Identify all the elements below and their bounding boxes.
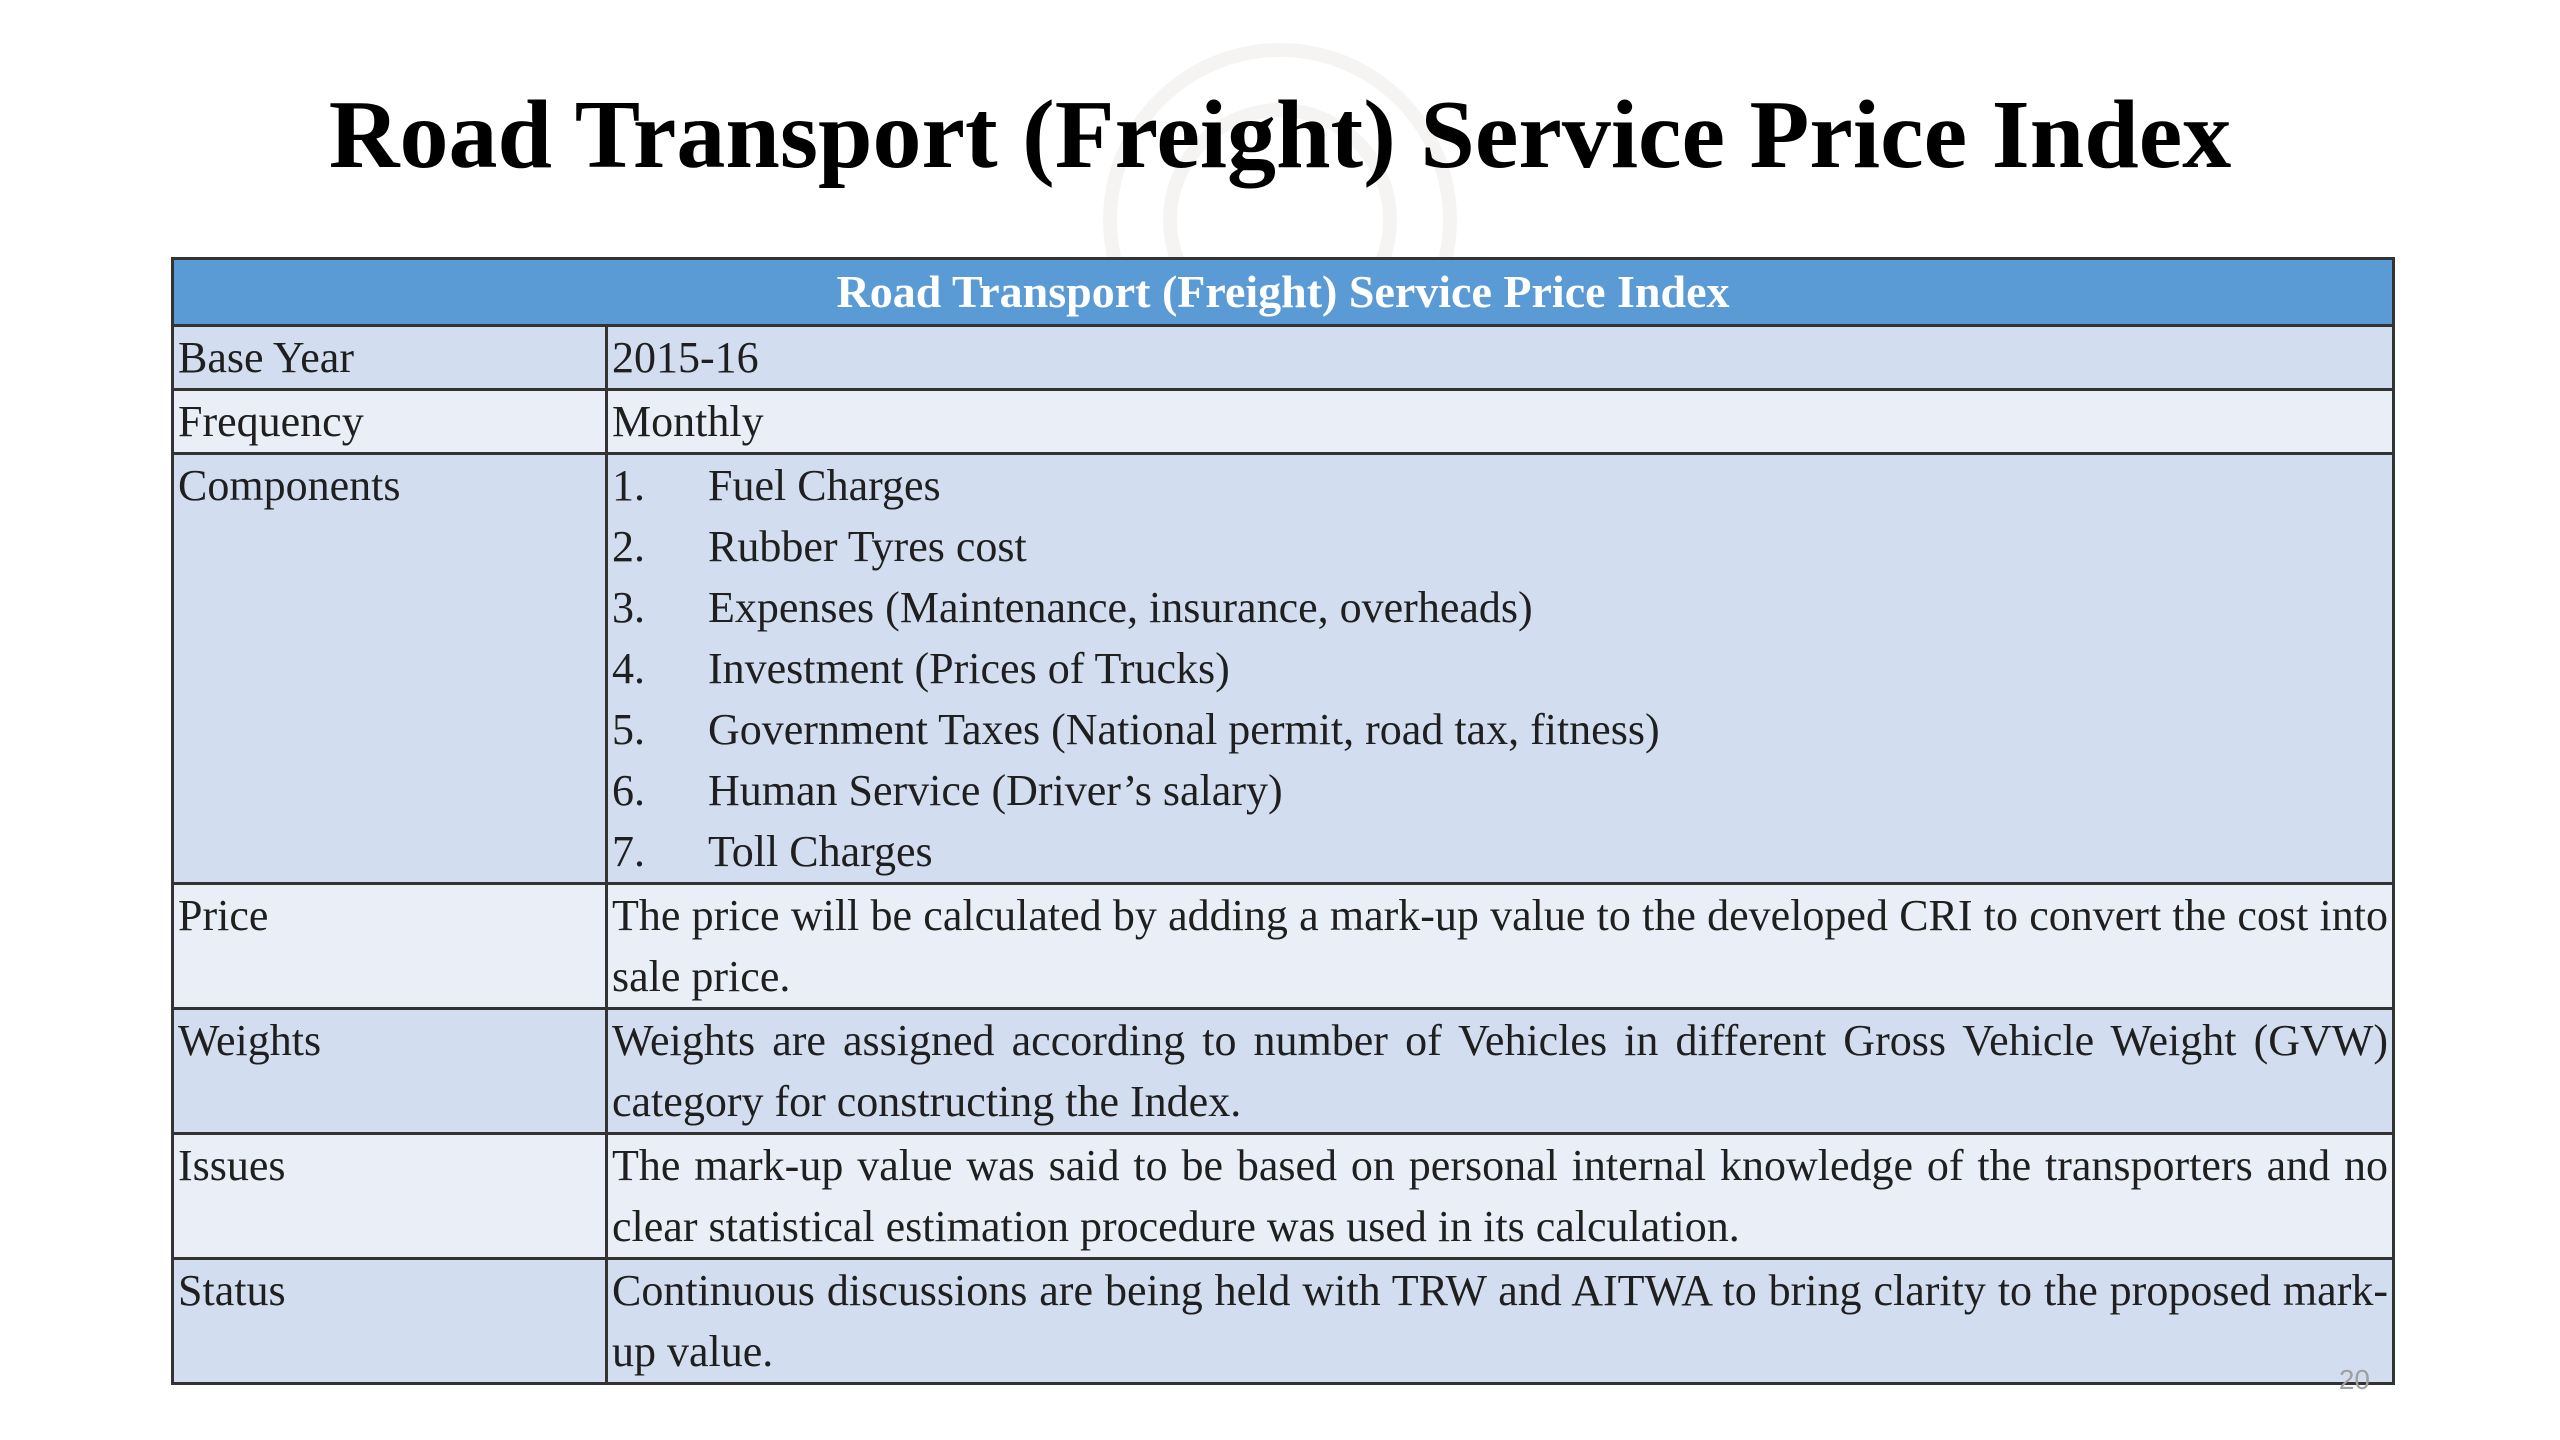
list-item: 6. Human Service (Driver’s salary) [612,760,2388,821]
list-item-text: Toll Charges [708,827,933,876]
list-item-text: Human Service (Driver’s salary) [708,766,1283,815]
list-item: 5. Government Taxes (National permit, ro… [612,699,2388,760]
list-item-number: 7. [612,827,645,876]
list-item: 4. Investment (Prices of Trucks) [612,638,2388,699]
table-row-components: Components 1. Fuel Charges 2. Rubber Tyr… [171,452,2395,885]
table-header: Road Transport (Freight) Service Price I… [171,257,2395,327]
list-item-text: Investment (Prices of Trucks) [708,644,1230,693]
table-row-base-year: Base Year 2015-16 [171,324,2395,391]
list-item-number: 1. [612,461,645,510]
row-value: The price will be calculated by adding a… [605,882,2395,1010]
table-row-status: Status Continuous discussions are being … [171,1257,2395,1385]
row-label: Frequency [171,388,608,455]
list-item-text: Fuel Charges [708,461,941,510]
list-item-text: Government Taxes (National permit, road … [708,705,1660,754]
list-item-number: 5. [612,705,645,754]
page-number: 20 [2338,1364,2370,1395]
list-item-text: Expenses (Maintenance, insurance, overhe… [708,583,1533,632]
row-label: Status [171,1257,608,1385]
list-item: 3. Expenses (Maintenance, insurance, ove… [612,577,2388,638]
row-value: 2015-16 [605,324,2395,391]
row-value: Monthly [605,388,2395,455]
table-row-frequency: Frequency Monthly [171,388,2395,455]
row-value: Continuous discussions are being held wi… [605,1257,2395,1385]
list-item-number: 3. [612,583,645,632]
row-label: Base Year [171,324,608,391]
row-label: Weights [171,1007,608,1135]
row-value: The mark-up value was said to be based o… [605,1132,2395,1260]
row-label: Price [171,882,608,1010]
table-row-price: Price The price will be calculated by ad… [171,882,2395,1010]
list-item-number: 4. [612,644,645,693]
table-header-row: Road Transport (Freight) Service Price I… [171,257,2395,327]
list-item: 2. Rubber Tyres cost [612,516,2388,577]
row-label: Issues [171,1132,608,1260]
table-row-issues: Issues The mark-up value was said to be … [171,1132,2395,1260]
table-row-weights: Weights Weights are assigned according t… [171,1007,2395,1135]
list-item: 1. Fuel Charges [612,455,2388,516]
list-item: 7. Toll Charges [612,821,2388,882]
row-value: Weights are assigned according to number… [605,1007,2395,1135]
row-label: Components [171,452,608,885]
components-list: 1. Fuel Charges 2. Rubber Tyres cost 3. … [612,455,2388,882]
list-item-number: 2. [612,522,645,571]
list-item-text: Rubber Tyres cost [708,522,1027,571]
list-item-number: 6. [612,766,645,815]
slide-title: Road Transport (Freight) Service Price I… [328,81,2232,189]
components-cell: 1. Fuel Charges 2. Rubber Tyres cost 3. … [605,452,2395,885]
index-info-table: Road Transport (Freight) Service Price I… [171,257,2395,1385]
